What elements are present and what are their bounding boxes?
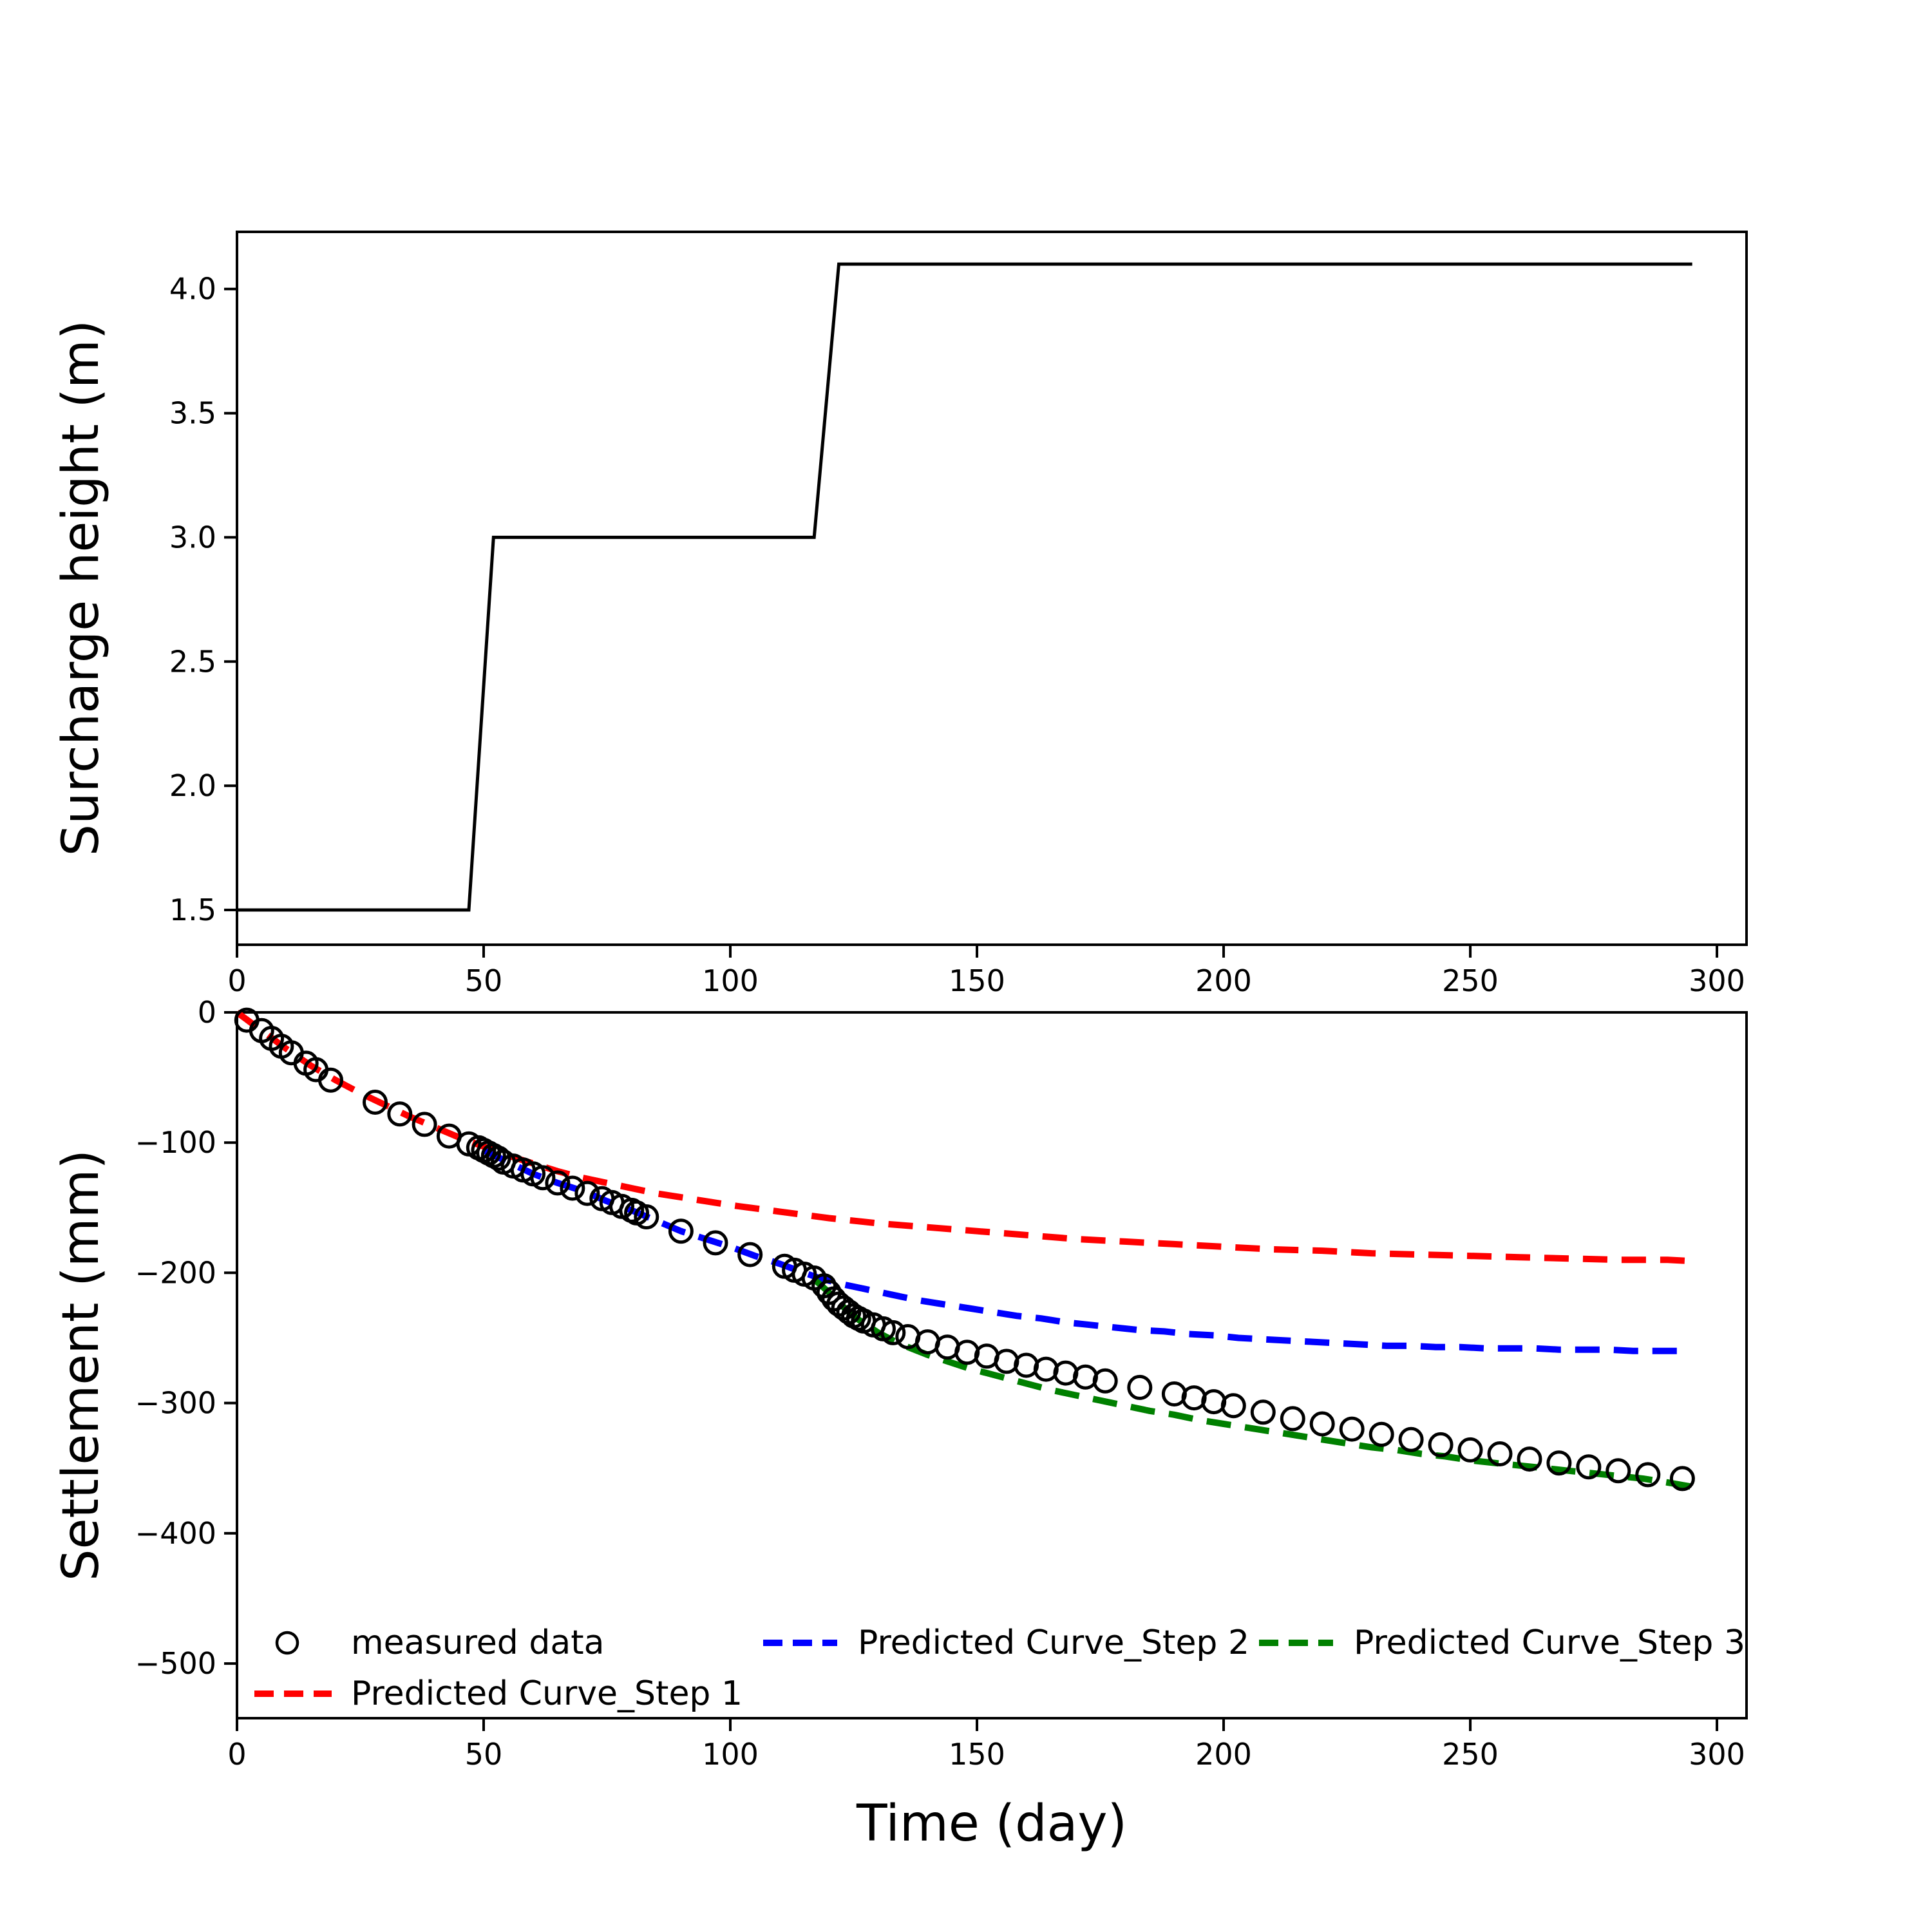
- settlement-ylabel: Settlement (mm): [52, 1150, 110, 1581]
- p1-axes-ytick-2.5: 2.5: [169, 644, 216, 679]
- p1-axes-xtick-250: 250: [1442, 963, 1499, 998]
- settlement-axes: 0 50 100 150 200 250 300 0 −100 −200 −300 −400 −500: [135, 995, 1748, 1772]
- legend-label-measured: measured data: [351, 1624, 604, 1662]
- time-xlabel: Time (day): [856, 1795, 1127, 1853]
- p1-axes-ytick-1.5: 1.5: [169, 893, 216, 927]
- p2-axes-ytick-0: 0: [198, 995, 216, 1030]
- predicted-curve-step-3: [811, 1276, 1698, 1492]
- p1-axes-xtick-200: 200: [1195, 963, 1252, 998]
- p1-axes-ytick-3: 3.0: [169, 520, 216, 554]
- legend-label-step1: Predicted Curve_Step 1: [351, 1674, 743, 1713]
- p2-axes-xtick-300: 300: [1689, 1737, 1745, 1772]
- legend-entry-step1: Predicted Curve_Step 1: [254, 1674, 743, 1713]
- p2-axes-ytick--100: −100: [135, 1125, 216, 1160]
- p2-axes-xtick-50: 50: [465, 1737, 503, 1772]
- p2-axes-xtick-150: 150: [949, 1737, 1005, 1772]
- surcharge-axes: 0 50 100 150 200 250 300 1.5 2.0 2.5 3.0 3.5 4.0: [169, 231, 1748, 998]
- p2-axes-ytick--300: −300: [135, 1386, 216, 1421]
- surcharge-ylabel: Surcharge height (m): [52, 320, 110, 857]
- legend: measured data Predicted Curve_Step 1 Pre…: [254, 1624, 1745, 1713]
- legend-label-step2: Predicted Curve_Step 2: [858, 1624, 1249, 1662]
- legend-entry-step2: Predicted Curve_Step 2: [763, 1624, 1249, 1662]
- measured-data-points: [234, 1007, 1695, 1492]
- p1-axes-xtick-0: 0: [227, 963, 246, 998]
- legend-entry-step3: Predicted Curve_Step 3: [1259, 1624, 1745, 1662]
- p2-axes-xtick-100: 100: [702, 1737, 759, 1772]
- p2-axes-ytick--500: −500: [135, 1646, 216, 1681]
- p1-axes-ytick-4: 4.0: [169, 272, 216, 307]
- measured-data-marker-icon: [275, 1631, 299, 1655]
- surcharge-series: [237, 262, 1692, 912]
- p2-axes-ytick--200: −200: [135, 1255, 216, 1290]
- surcharge-step-line: [237, 262, 1692, 912]
- p1-axes-xtick-50: 50: [465, 963, 503, 998]
- p1-axes-xtick-300: 300: [1689, 963, 1745, 998]
- legend-entry-measured: measured data: [275, 1624, 604, 1662]
- p1-axes-ytick-2: 2.0: [169, 768, 216, 803]
- predicted-curve-step-1: [235, 1009, 1692, 1265]
- settlement-series: [234, 1007, 1698, 1492]
- legend-label-step3: Predicted Curve_Step 3: [1354, 1624, 1745, 1662]
- p2-axes-xtick-200: 200: [1195, 1737, 1252, 1772]
- p2-axes-xtick-250: 250: [1442, 1737, 1499, 1772]
- p1-axes-xtick-100: 100: [702, 963, 759, 998]
- p1-axes-ytick-3.5: 3.5: [169, 396, 216, 431]
- p1-axes-xtick-150: 150: [949, 963, 1005, 998]
- p2-axes-ytick--400: −400: [135, 1516, 216, 1551]
- predicted-curve-step-2: [482, 1147, 1683, 1354]
- p2-axes-xtick-0: 0: [227, 1737, 246, 1772]
